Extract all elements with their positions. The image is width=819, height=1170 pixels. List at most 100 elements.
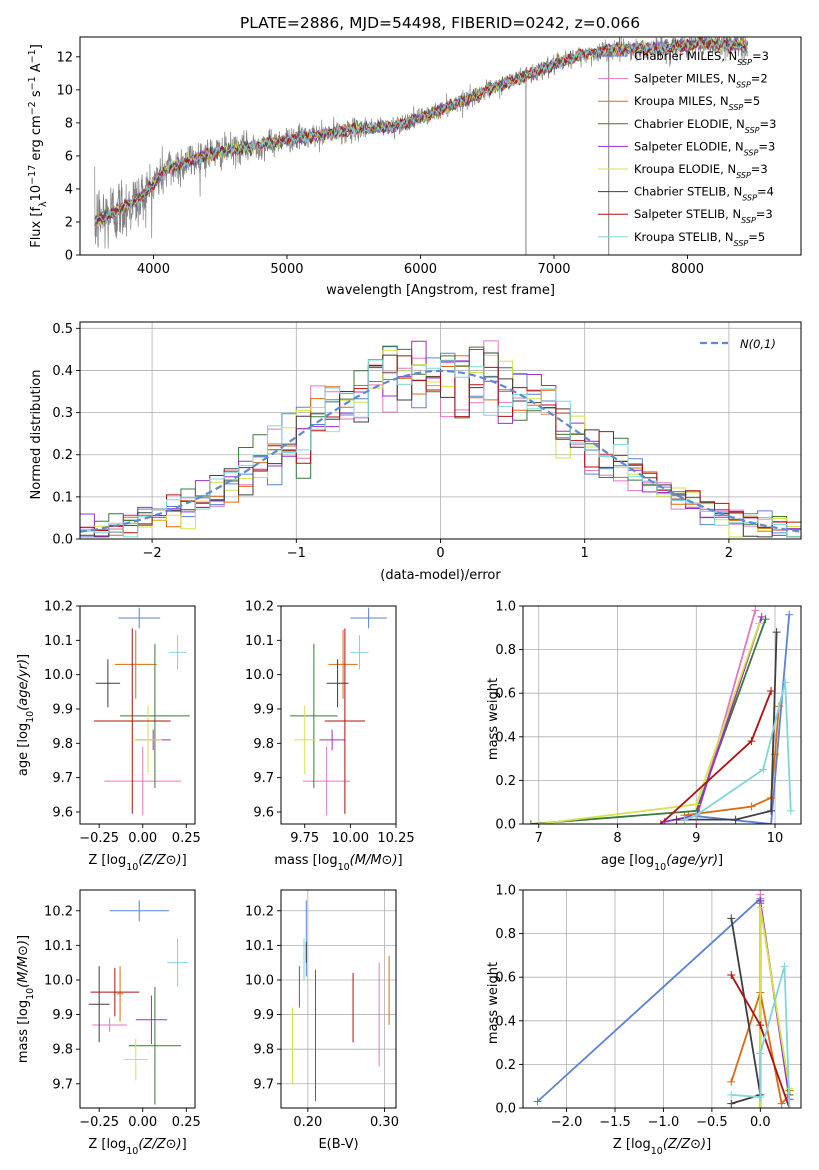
weight-marker <box>656 820 665 824</box>
y-tick-label: 0.6 <box>495 971 516 986</box>
point-7 <box>93 628 171 814</box>
y-tick-label: 9.8 <box>253 1043 274 1058</box>
y-tick-label: 8 <box>65 116 73 131</box>
weight-marker <box>692 811 701 820</box>
x-tick-label: 8000 <box>671 262 704 277</box>
axes-frame <box>280 605 397 825</box>
weight-marker <box>526 820 535 824</box>
x-axis-label: mass [log10(M/M⊙)] <box>274 853 402 873</box>
y-tick-label: 9.6 <box>52 805 73 820</box>
y-tick-label: 10.2 <box>44 600 73 615</box>
x-tick-label: 0.25 <box>172 1115 201 1130</box>
weight-marker <box>772 628 781 637</box>
y-tick-label: 0.4 <box>495 1014 516 1029</box>
legend: Chabrier MILES, NSSP=3 Salpeter MILES, NS… <box>598 49 776 247</box>
y-axis-label: age [log10(age/yr)] <box>16 654 36 776</box>
y-tick-label: 9.7 <box>253 1077 274 1092</box>
legend-entry: Kroupa STELIB, NSSP=5 <box>634 230 765 248</box>
x-tick-label: −2 <box>143 546 162 561</box>
x-axis-label: Z [log10(Z/Z⊙)] <box>88 1137 186 1157</box>
spectrum-model <box>94 37 749 229</box>
plot-area <box>80 340 801 538</box>
y-tick-label: 0 <box>65 249 73 264</box>
weight-marker <box>757 612 766 621</box>
x-tick-label: −2.0 <box>551 1115 583 1130</box>
x-tick-label: 10 <box>767 831 784 846</box>
x-tick-label: −1.5 <box>599 1115 631 1130</box>
legend-entry: Chabrier STELIB, NSSP=4 <box>634 185 774 203</box>
point-2 <box>328 630 358 699</box>
y-tick-label: 0.0 <box>495 1102 516 1117</box>
point-4 <box>319 729 345 751</box>
y-tick-label: 9.8 <box>52 737 73 752</box>
y-tick-label: 0.8 <box>495 643 516 658</box>
y-tick-label: 10.1 <box>44 939 73 954</box>
y-tick-label: 10.2 <box>245 600 274 615</box>
weight-marker <box>747 802 756 811</box>
point-8 <box>167 938 189 987</box>
x-tick-label: 0.25 <box>172 831 201 846</box>
point-3 <box>128 986 182 1105</box>
x-tick-label: 0.00 <box>128 831 157 846</box>
y-tick-label: 0.5 <box>52 322 73 337</box>
weight-marker <box>731 815 740 824</box>
panel-mass-vs-EBV: 0.20 0.30 9.7 9.8 9.9 10.0 10.1 10.2 E(B-V) <box>245 889 399 1152</box>
axes-frame <box>79 605 196 825</box>
panel-mass-vs-Z: −0.25 0.00 0.25 9.7 9.8 9.9 10.0 10.1 10.2 Z [log… <box>16 889 201 1157</box>
weight-marker <box>692 800 701 809</box>
y-tick-label: 9.9 <box>253 1008 274 1023</box>
y-tick-label: 0.6 <box>495 687 516 702</box>
plot-area <box>290 607 387 816</box>
y-tick-label: 0.2 <box>495 774 516 789</box>
x-tick-label: 0.0 <box>750 1115 771 1130</box>
legend-entry: Salpeter MILES, NSSP=2 <box>634 72 768 90</box>
y-tick-label: 10.0 <box>44 973 73 988</box>
y-tick-label: 0.0 <box>495 818 516 833</box>
y-tick-label: 10.0 <box>245 973 274 988</box>
y-tick-label: 9.6 <box>253 805 274 820</box>
y-tick-label: 0.3 <box>52 406 73 421</box>
y-tick-label: 9.9 <box>253 702 274 717</box>
y-tick-label: 0.8 <box>495 927 516 942</box>
weight-series <box>536 896 762 1103</box>
point-8 <box>168 635 187 670</box>
point-2 <box>114 630 157 699</box>
axes-frame <box>522 889 802 1109</box>
legend-entry: Salpeter STELIB, NSSP=3 <box>634 207 773 225</box>
point-7 <box>324 628 365 814</box>
y-tick-label: 9.9 <box>52 1008 73 1023</box>
x-tick-label: −1 <box>287 546 306 561</box>
weight-marker <box>756 1021 765 1030</box>
weight-marker <box>759 765 768 774</box>
y-tick-label: 6 <box>65 149 73 164</box>
x-tick-label: 1 <box>581 546 589 561</box>
weight-marker <box>727 971 736 980</box>
point-4 <box>135 995 168 1044</box>
x-tick-label: 0.00 <box>128 1115 157 1130</box>
point-6 <box>88 966 110 1043</box>
legend-entry: N(0,1) <box>740 337 776 351</box>
point-1 <box>104 746 182 816</box>
weight-marker <box>756 1049 765 1058</box>
axes-frame <box>79 321 802 540</box>
x-tick-label: 5000 <box>270 262 303 277</box>
point-0 <box>118 607 161 629</box>
legend: N(0,1) <box>700 337 776 351</box>
legend-entry: Salpeter ELODIE, NSSP=3 <box>634 139 775 157</box>
y-tick-label: 0.2 <box>495 1058 516 1073</box>
x-axis-label: E(B-V) <box>318 1137 358 1152</box>
y-tick-label: 10.0 <box>245 668 274 683</box>
x-tick-label: 9 <box>692 831 700 846</box>
y-tick-label: 10.1 <box>245 634 274 649</box>
weight-marker <box>756 903 765 912</box>
y-tick-label: 9.8 <box>253 737 274 752</box>
point-0 <box>109 900 169 922</box>
panel-spectrum: 4000 5000 6000 7000 8000 0 2 4 6 8 10 12 wavelength … <box>27 36 802 298</box>
x-tick-label: 7 <box>535 831 543 846</box>
y-tick-label: 12 <box>56 50 73 65</box>
spectrum-model <box>94 37 748 225</box>
figure-title: PLATE=2886, MJD=54498, FIBERID=0242, z=0… <box>240 14 640 32</box>
legend-entry: Chabrier ELODIE, NSSP=3 <box>634 117 776 135</box>
weight-marker <box>727 1077 736 1086</box>
axes-frame <box>79 36 802 256</box>
